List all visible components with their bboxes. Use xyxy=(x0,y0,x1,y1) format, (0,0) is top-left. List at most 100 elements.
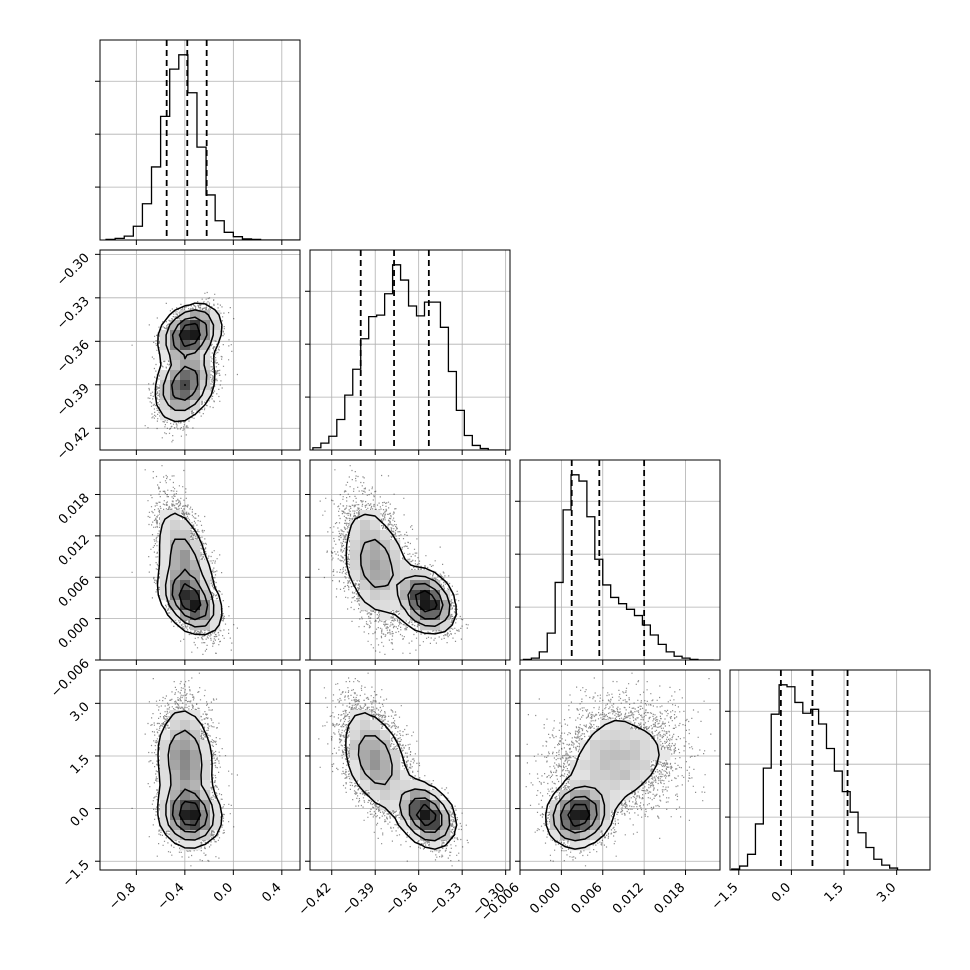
density-cell xyxy=(390,600,401,611)
density-cell xyxy=(650,750,661,761)
density-cell xyxy=(190,810,201,821)
density-cell xyxy=(160,560,171,571)
density-cell xyxy=(160,800,171,811)
density-cell xyxy=(180,530,191,541)
density-cell xyxy=(560,820,571,831)
density-cell xyxy=(440,620,451,631)
density-cell xyxy=(360,540,371,551)
density-cell xyxy=(550,830,561,841)
histogram-step xyxy=(105,54,300,240)
scatter-points xyxy=(131,291,238,443)
density-cell xyxy=(590,750,601,761)
histogram-panel-0 xyxy=(95,40,300,240)
density-cell xyxy=(370,790,381,801)
density-cell xyxy=(430,820,441,831)
density-cell xyxy=(380,790,391,801)
density-cell xyxy=(590,760,601,771)
density-cell xyxy=(180,790,191,801)
density-contour xyxy=(157,710,223,849)
density-cell xyxy=(390,550,401,561)
density-cell xyxy=(600,730,611,741)
density-cell xyxy=(630,740,641,751)
density-cell xyxy=(170,320,181,331)
density-cell xyxy=(180,580,191,591)
x-tick-label: 1.5 xyxy=(822,880,847,905)
x-tick-label: 0.000 xyxy=(527,880,564,917)
density-cell xyxy=(410,830,421,841)
x-tick-label: 0.4 xyxy=(259,880,284,905)
density-cell xyxy=(610,770,621,781)
density-cell xyxy=(370,570,381,581)
density-cell xyxy=(600,760,611,771)
density-cell xyxy=(190,740,201,751)
density-cell xyxy=(200,750,211,761)
density-cell xyxy=(160,760,171,771)
density-panel-1-2 xyxy=(310,460,510,660)
density-cell xyxy=(200,350,211,361)
density-cell xyxy=(360,740,371,751)
density-cell xyxy=(360,550,371,561)
density-cell xyxy=(350,540,361,551)
density-cell xyxy=(610,740,621,751)
density-cell xyxy=(370,740,381,751)
density-cell xyxy=(400,820,411,831)
density-cell xyxy=(400,600,411,611)
density-cell xyxy=(170,580,181,591)
density-cell xyxy=(380,610,391,621)
density-cell xyxy=(190,340,201,351)
x-tick-label: −0.42 xyxy=(296,880,335,919)
density-cell xyxy=(190,360,201,371)
density-cell xyxy=(350,770,361,781)
density-cell xyxy=(350,520,361,531)
density-contour xyxy=(162,309,215,412)
density-cell xyxy=(390,760,401,771)
density-frame xyxy=(309,459,511,661)
density-cell xyxy=(180,810,191,821)
density-cell xyxy=(590,790,601,801)
density-cell xyxy=(160,730,171,741)
density-cell xyxy=(620,730,631,741)
density-cell xyxy=(400,610,411,621)
density-cell xyxy=(380,600,391,611)
density-cell xyxy=(390,580,401,591)
density-cell xyxy=(350,530,361,541)
density-cell xyxy=(580,760,591,771)
x-tick-label: −0.36 xyxy=(383,880,422,919)
density-cell xyxy=(610,780,621,791)
density-cell xyxy=(590,730,601,741)
density-cell xyxy=(430,840,441,851)
y-tick-label: −0.006 xyxy=(48,656,93,701)
density-cell xyxy=(160,370,171,381)
density-cell xyxy=(410,800,421,811)
density-cell xyxy=(630,750,641,761)
histogram-step xyxy=(731,684,930,870)
density-cell xyxy=(620,770,631,781)
density-cell xyxy=(180,600,191,611)
density-cell xyxy=(430,580,441,591)
density-cell xyxy=(170,410,181,421)
y-tick-label: −0.30 xyxy=(54,251,93,290)
density-cell xyxy=(570,810,581,821)
density-cell xyxy=(440,610,451,621)
density-cell xyxy=(160,510,171,521)
density-frame xyxy=(99,459,301,661)
density-cell xyxy=(350,720,361,731)
density-cell xyxy=(170,770,181,781)
density-cell xyxy=(180,750,191,761)
density-cell xyxy=(600,770,611,781)
density-cell xyxy=(630,770,641,781)
density-cell xyxy=(210,620,221,631)
density-panel-2-3 xyxy=(520,670,720,870)
density-contour xyxy=(415,803,437,827)
density-cell xyxy=(620,720,631,731)
y-tick-label: 0.006 xyxy=(56,573,93,610)
density-contour xyxy=(345,513,457,635)
density-cell xyxy=(620,760,631,771)
density-cell xyxy=(380,540,391,551)
density-cell xyxy=(360,560,371,571)
histogram-panel-3 xyxy=(725,670,930,870)
density-cell xyxy=(390,570,401,581)
density-cell xyxy=(190,330,201,341)
density-contour xyxy=(178,322,201,387)
y-tick-label: 1.5 xyxy=(68,752,93,777)
